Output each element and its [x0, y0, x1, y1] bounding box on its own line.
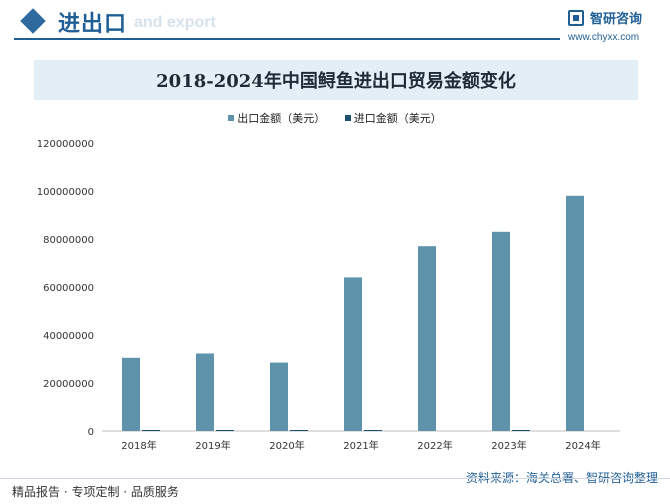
legend-item-export: 出口金额（美元）	[228, 110, 325, 126]
chart-title-band: 2018-2024年中国鲟鱼进出口贸易金额变化	[34, 60, 638, 100]
brand-icon	[568, 10, 584, 26]
header: 进出口 and export 智研咨询 www.chyxx.com	[0, 0, 670, 46]
legend-swatch-export	[228, 115, 235, 121]
y-tick-label: 80000000	[43, 235, 94, 246]
footer-divider	[0, 478, 670, 479]
y-tick-label: 40000000	[43, 331, 94, 342]
x-tick-label: 2019年	[195, 439, 230, 452]
y-tick-label: 0	[88, 427, 94, 438]
section-title: 进出口	[58, 12, 128, 37]
y-tick-label: 20000000	[43, 379, 94, 390]
legend-label-import: 进口金额（美元）	[353, 112, 442, 125]
bar-export	[122, 357, 140, 431]
x-tick-label: 2024年	[565, 439, 600, 452]
y-tick-label: 120000000	[37, 139, 94, 150]
x-tick-label: 2023年	[491, 439, 526, 452]
bar-import	[290, 430, 308, 431]
x-tick-label: 2018年	[121, 439, 156, 452]
chart-legend: 出口金额（美元） 进口金额（美元）	[0, 110, 670, 126]
bar-export	[270, 362, 288, 431]
legend-swatch-import	[344, 115, 351, 121]
bar-export	[196, 353, 214, 431]
bar-import	[512, 430, 530, 431]
bar-export	[344, 277, 362, 431]
y-tick-label: 100000000	[37, 187, 94, 198]
bar-export	[566, 195, 584, 431]
section-subtitle: and export	[134, 14, 216, 31]
bar-import	[142, 430, 160, 431]
bar-export	[418, 246, 436, 431]
footer-slogan: 精品报告 · 专项定制 · 品质服务	[12, 485, 179, 499]
bar-import	[216, 430, 234, 431]
bar-export	[492, 231, 510, 431]
x-tick-label: 2020年	[269, 439, 304, 452]
legend-label-export: 出口金额（美元）	[237, 112, 326, 125]
chart-title: 2018-2024年中国鲟鱼进出口贸易金额变化	[156, 71, 516, 92]
header-divider	[14, 38, 560, 40]
x-tick-label: 2022年	[417, 439, 452, 452]
x-tick-label: 2021年	[343, 439, 378, 452]
brand-url: www.chyxx.com	[568, 32, 640, 43]
brand-logo: 智研咨询 www.chyxx.com	[568, 8, 664, 44]
y-tick-label: 60000000	[43, 283, 94, 294]
legend-item-import: 进口金额（美元）	[344, 110, 442, 126]
brand-name: 智研咨询	[590, 12, 643, 27]
bar-import	[364, 430, 382, 431]
